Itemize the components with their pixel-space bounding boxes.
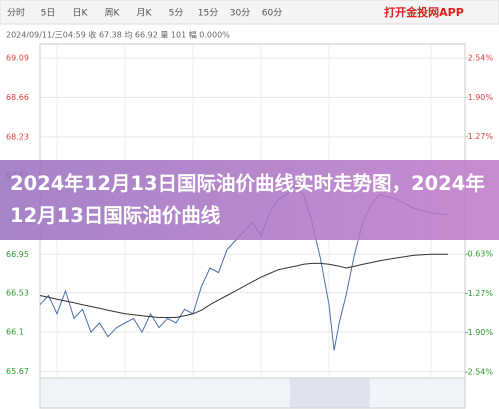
average-line bbox=[39, 253, 448, 318]
y-tick-label: 66.95 bbox=[6, 250, 29, 259]
banner: 2024年12月13日国际油价曲线实时走势图，2024年12月13日国际油价曲线 bbox=[0, 160, 499, 240]
tab[interactable]: 15分 bbox=[198, 8, 218, 19]
y2-tick-label: -2.54% bbox=[465, 367, 494, 376]
y2-tick-label: 2.54% bbox=[468, 53, 494, 62]
y-tick-label: 66.53 bbox=[6, 288, 29, 297]
price-line bbox=[39, 184, 449, 351]
tab[interactable]: 5分 bbox=[169, 8, 184, 19]
tab[interactable]: 月K bbox=[137, 8, 153, 19]
y2-tick-label: -1.27% bbox=[465, 289, 494, 298]
y-tick-label: 65.67 bbox=[6, 367, 29, 376]
y2-tick-label: -1.90% bbox=[465, 328, 494, 337]
y2-tick-label: -0.63% bbox=[465, 249, 494, 258]
tab-bar bbox=[0, 0, 499, 25]
y-tick-label: 69.09 bbox=[6, 54, 29, 63]
tab[interactable]: 30分 bbox=[230, 8, 250, 19]
info-line: 2024/09/11/三04:59 收 67.38 均 66.92 量 101 … bbox=[6, 30, 230, 40]
y-tick-label: 68.66 bbox=[6, 93, 29, 102]
y-tick-label: 66.1 bbox=[6, 328, 24, 337]
tab[interactable]: 5日 bbox=[41, 8, 56, 19]
navigator-window bbox=[290, 378, 370, 408]
tab[interactable]: 周K bbox=[105, 8, 121, 19]
tab[interactable]: 60分 bbox=[262, 8, 282, 19]
navigator bbox=[39, 377, 466, 409]
tab[interactable]: 日K bbox=[73, 8, 89, 19]
logo: 打开金投网APP bbox=[384, 5, 464, 19]
y2-tick-label: 1.90% bbox=[468, 93, 494, 102]
y2-tick-label: 1.27% bbox=[468, 132, 494, 141]
tab[interactable]: 分时 bbox=[7, 7, 25, 19]
y-tick-label: 68.23 bbox=[6, 132, 29, 141]
